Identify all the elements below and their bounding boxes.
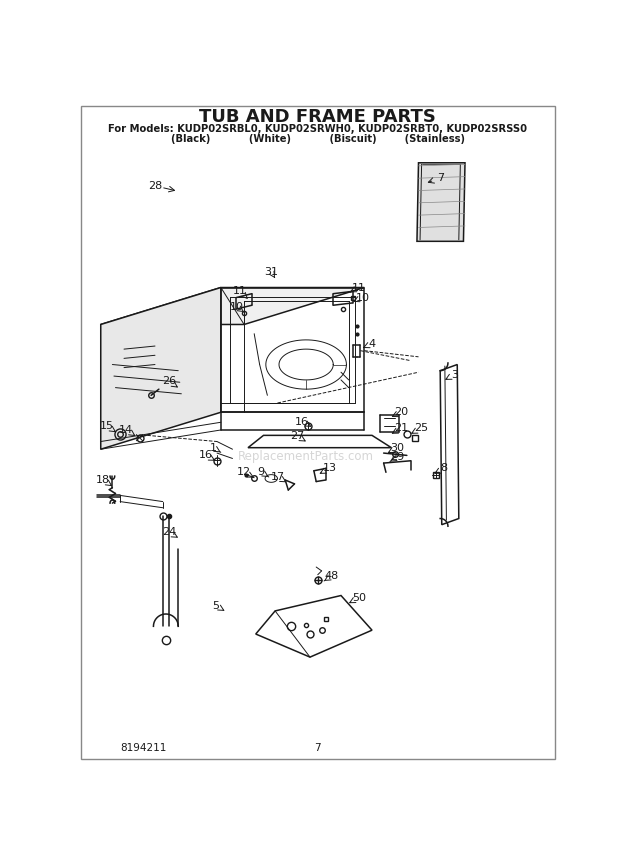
Text: 24: 24 [162, 527, 176, 538]
Text: 13: 13 [322, 463, 337, 473]
Text: 7: 7 [436, 173, 444, 183]
Text: 11: 11 [352, 282, 366, 293]
Text: 5: 5 [212, 601, 219, 610]
Text: 48: 48 [325, 571, 339, 581]
Text: (Black)           (White)           (Biscuit)        (Stainless): (Black) (White) (Biscuit) (Stainless) [170, 134, 465, 144]
Text: 14: 14 [119, 425, 133, 435]
Text: 15: 15 [100, 421, 114, 431]
Text: 16: 16 [198, 450, 213, 461]
Text: 8: 8 [441, 463, 448, 473]
Text: 28: 28 [148, 181, 162, 191]
Text: For Models: KUDP02SRBL0, KUDP02SRWH0, KUDP02SRBT0, KUDP02SRSS0: For Models: KUDP02SRBL0, KUDP02SRWH0, KU… [108, 124, 527, 134]
Text: 50: 50 [352, 593, 366, 603]
Text: 16: 16 [295, 417, 309, 426]
Text: 4: 4 [368, 339, 376, 348]
Text: 25: 25 [414, 424, 428, 433]
Text: 11: 11 [233, 287, 247, 296]
Text: TUB AND FRAME PARTS: TUB AND FRAME PARTS [199, 108, 436, 126]
Text: 1: 1 [210, 443, 216, 453]
Text: 3: 3 [451, 370, 458, 379]
Text: 20: 20 [394, 407, 409, 417]
Text: 10: 10 [356, 293, 370, 302]
Text: 8194211: 8194211 [120, 743, 167, 753]
Polygon shape [417, 163, 465, 241]
Polygon shape [100, 288, 365, 324]
Text: 26: 26 [162, 377, 176, 386]
Text: 12: 12 [237, 467, 251, 478]
Text: 7: 7 [314, 743, 321, 753]
Text: 21: 21 [394, 424, 409, 433]
Polygon shape [100, 288, 221, 449]
Text: 31: 31 [264, 267, 278, 277]
Text: 9: 9 [258, 467, 265, 478]
Text: 29: 29 [391, 452, 405, 462]
Text: 17: 17 [270, 472, 285, 482]
Text: 30: 30 [391, 443, 405, 453]
Text: 18: 18 [96, 475, 110, 485]
Text: 10: 10 [229, 302, 244, 312]
Text: 27: 27 [290, 431, 304, 441]
Text: ReplacementParts.com: ReplacementParts.com [238, 450, 374, 463]
